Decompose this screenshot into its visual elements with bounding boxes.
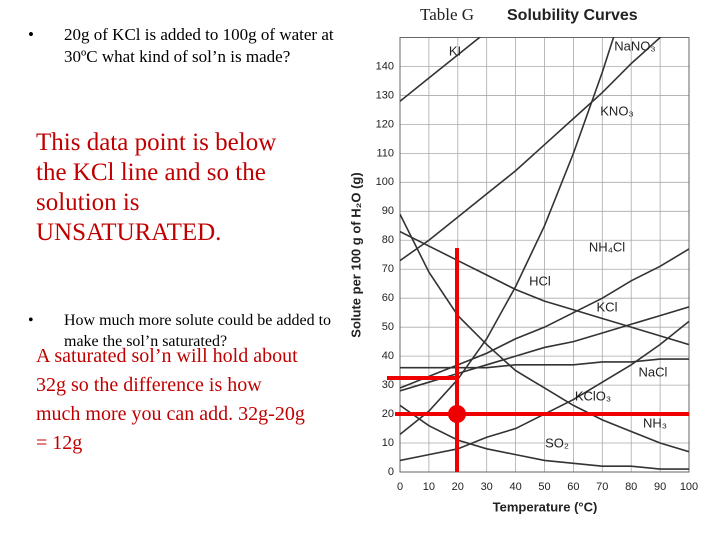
curve xyxy=(400,358,689,369)
answer: This data point is below the KCl line an… xyxy=(36,129,277,246)
series-label: SO₂ xyxy=(545,435,569,450)
y-tick-label: 10 xyxy=(382,437,394,449)
x-tick-label: 80 xyxy=(625,481,637,493)
x-axis-label: Temperature (°C) xyxy=(493,499,598,514)
y-tick-label: 80 xyxy=(382,234,394,246)
y-tick-label: 120 xyxy=(376,118,394,130)
chart-title: Table G xyxy=(420,5,474,24)
annotation xyxy=(387,248,689,472)
chart-subtitle: Solubility Curves xyxy=(507,7,638,24)
y-tick-label: 30 xyxy=(382,379,394,391)
y-tick-label: 130 xyxy=(376,89,394,101)
x-tick-label: 20 xyxy=(452,481,464,493)
curve xyxy=(400,37,662,262)
series-label: KNO₃ xyxy=(600,103,633,118)
y-axis-label: Solute per 100 g of H₂O (g) xyxy=(348,172,363,337)
y-tick-label: 110 xyxy=(376,147,394,159)
y-tick-label: 40 xyxy=(382,350,394,362)
curve xyxy=(400,37,615,435)
curve xyxy=(400,230,689,346)
series-label: KCl xyxy=(597,299,618,314)
y-tick-label: 70 xyxy=(382,263,394,275)
curve xyxy=(400,404,689,470)
y-tick-label: 50 xyxy=(382,321,394,333)
x-tick-label: 90 xyxy=(654,481,666,493)
series-label: HCl xyxy=(529,273,551,288)
data-point xyxy=(448,405,466,423)
curve xyxy=(400,248,689,389)
x-tick-label: 40 xyxy=(509,481,521,493)
series-label: KI xyxy=(449,43,461,58)
x-tick-label: 30 xyxy=(481,481,493,493)
bullet: How much more solute could be added to m… xyxy=(28,310,334,352)
bullet: 20g of KCl is added to 100g of water at … xyxy=(28,24,334,68)
x-tick-label: 100 xyxy=(680,481,698,493)
x-tick-label: 70 xyxy=(596,481,608,493)
curve xyxy=(400,37,482,102)
answer: A saturated sol’n will hold about 32g so… xyxy=(36,345,305,454)
x-tick-label: 50 xyxy=(538,481,550,493)
curve xyxy=(400,213,689,453)
y-tick-label: 90 xyxy=(382,205,394,217)
series-label: NH₃ xyxy=(643,415,667,430)
series-label: KClO₃ xyxy=(575,388,611,403)
y-tick-label: 60 xyxy=(382,292,394,304)
y-tick-label: 0 xyxy=(388,466,394,478)
x-tick-label: 60 xyxy=(567,481,579,493)
y-tick-label: 100 xyxy=(376,176,394,188)
series-label: NaNO₃ xyxy=(614,38,655,53)
series-label: NaCl xyxy=(639,364,668,379)
chart: Table G Solubility Curves Temperature (°… xyxy=(348,5,698,515)
y-tick-label: 20 xyxy=(382,408,394,420)
x-tick-label: 0 xyxy=(397,481,403,493)
plot-frame xyxy=(399,37,690,473)
x-tick-label: 10 xyxy=(423,481,435,493)
y-tick-label: 140 xyxy=(376,60,394,72)
series-label: NH₄Cl xyxy=(589,239,625,254)
